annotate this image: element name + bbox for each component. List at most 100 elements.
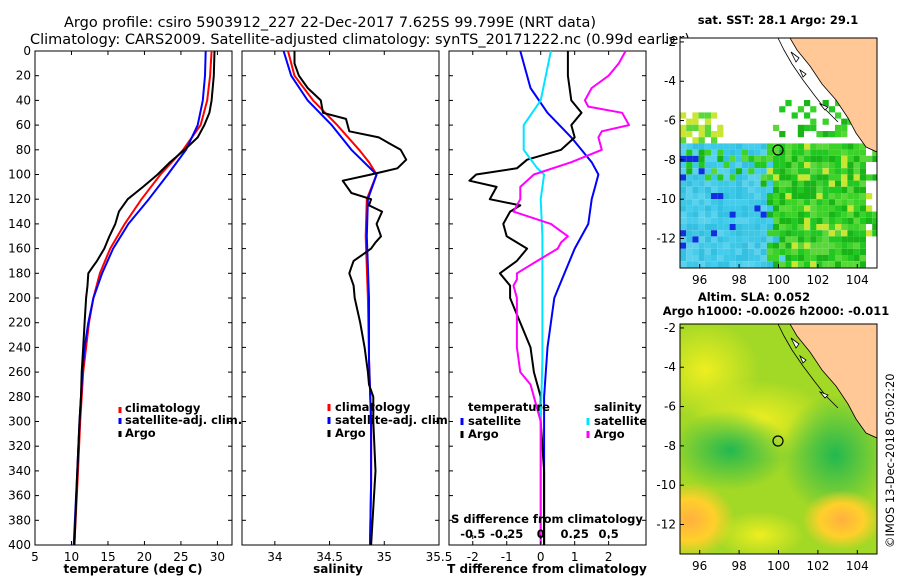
sst-cell (828, 261, 835, 268)
sst-cell (872, 149, 877, 156)
sst-cell (822, 261, 829, 268)
sla-map-subtitle: Argo h1000: -0.0026 h2000: -0.011 (663, 304, 890, 318)
sst-cell (847, 248, 854, 255)
sst-cell (810, 261, 817, 268)
sst-cell (711, 174, 718, 181)
sst-cell (773, 255, 780, 262)
sst-cell (797, 124, 804, 131)
difference-legend: temperature salinity satellite Argo sate… (460, 400, 647, 441)
map-y-tick-label: -12 (656, 518, 676, 532)
sst-cell (766, 174, 773, 181)
top-axis-tick-label: 0.5 (598, 527, 618, 541)
sst-cell (822, 100, 829, 107)
sst-cell (735, 180, 742, 187)
sst-cell (841, 255, 848, 262)
y-tick-label: 300 (8, 415, 31, 429)
top-axis-tick-label: 0.25 (560, 527, 588, 541)
sst-cell (704, 112, 711, 119)
map-x-tick-label: 100 (767, 559, 790, 573)
sst-cell (847, 224, 854, 231)
sst-cell (686, 118, 693, 125)
sst-cell (686, 124, 693, 131)
sst-cell (704, 205, 711, 212)
sst-cell (804, 255, 811, 262)
legend-label-salinity-argo: Argo (594, 427, 625, 441)
sst-cell (835, 174, 842, 181)
sst-cell (698, 168, 705, 175)
sst-cell (717, 230, 724, 237)
sst-cell (754, 205, 761, 212)
sst-cell (717, 131, 724, 138)
sst-cell (791, 186, 798, 193)
y-tick-label: 200 (8, 291, 31, 305)
map-x-tick-label: 98 (731, 273, 746, 287)
sst-cell (785, 193, 792, 200)
sst-map-axes: 96 98 100 102 104 -2 -4 -6 -8 -10 -12 (656, 35, 868, 287)
sst-cell (692, 180, 699, 187)
sst-cell (872, 174, 877, 181)
sst-cell (779, 174, 786, 181)
sst-cell (766, 230, 773, 237)
sst-cell (835, 236, 842, 243)
sst-cell (847, 211, 854, 218)
legend-label-argo: Argo (125, 426, 156, 440)
sst-cell (835, 199, 842, 206)
sst-cell (847, 143, 854, 150)
sst-cell (729, 242, 736, 249)
sst-cell (828, 106, 835, 113)
sst-cell (810, 174, 817, 181)
sst-cell (878, 224, 884, 230)
sst-cell (810, 143, 817, 150)
sst-cell (698, 112, 705, 119)
sst-cell (704, 217, 711, 224)
imos-credit: ©IMOS 13-Dec-2018 05:02:20 (883, 373, 897, 548)
sst-cell (810, 162, 817, 169)
figure-title-line2: Climatology: CARS2009. Satellite-adjuste… (30, 32, 690, 48)
sst-cell (723, 180, 730, 187)
sst-cell (853, 236, 860, 243)
sst-cell (785, 255, 792, 262)
sst-cell (680, 137, 687, 144)
sst-cell (797, 149, 804, 156)
sst-cell (853, 180, 860, 187)
x-tick-label: 35 (377, 550, 392, 564)
sst-cell (841, 118, 848, 125)
series-line-temperature-argo (468, 51, 583, 545)
sst-cell (804, 124, 811, 131)
sst-cell (822, 155, 829, 162)
sst-cell (735, 255, 742, 262)
sst-cell (773, 205, 780, 212)
map-x-tick-label: 102 (806, 273, 829, 287)
sst-cell (704, 255, 711, 262)
sst-cell (785, 217, 792, 224)
x-tick-label: -2 (467, 550, 479, 564)
sst-cell (828, 242, 835, 249)
sst-cell (742, 155, 749, 162)
sst-cell (779, 131, 786, 138)
legend-label-argo: Argo (335, 426, 366, 440)
sst-cell (680, 193, 687, 200)
sst-cell (810, 186, 817, 193)
sst-cell (766, 205, 773, 212)
difference-panel: -2 -1 0 1 2 -0.5 -0.25 0 0.25 0.5 T difference fr… (447, 50, 647, 576)
sst-cell (692, 242, 699, 249)
sst-cell (866, 217, 873, 224)
difference-xlabel: T difference from climatology (447, 562, 647, 576)
sst-cell (841, 217, 848, 224)
sst-cell (847, 162, 854, 169)
sst-cell (717, 186, 724, 193)
sst-cell (748, 224, 755, 231)
sst-cell (717, 224, 724, 231)
sst-cell (828, 236, 835, 243)
sst-cell (773, 162, 780, 169)
sst-cell (754, 162, 761, 169)
sst-cell (742, 193, 749, 200)
sst-cell (816, 180, 823, 187)
sst-cell (704, 168, 711, 175)
sst-cell (810, 106, 817, 113)
sst-cell (686, 131, 693, 138)
sst-cell (754, 261, 761, 268)
sst-cell (717, 149, 724, 156)
sst-cell (810, 230, 817, 237)
sst-cell (717, 236, 724, 243)
